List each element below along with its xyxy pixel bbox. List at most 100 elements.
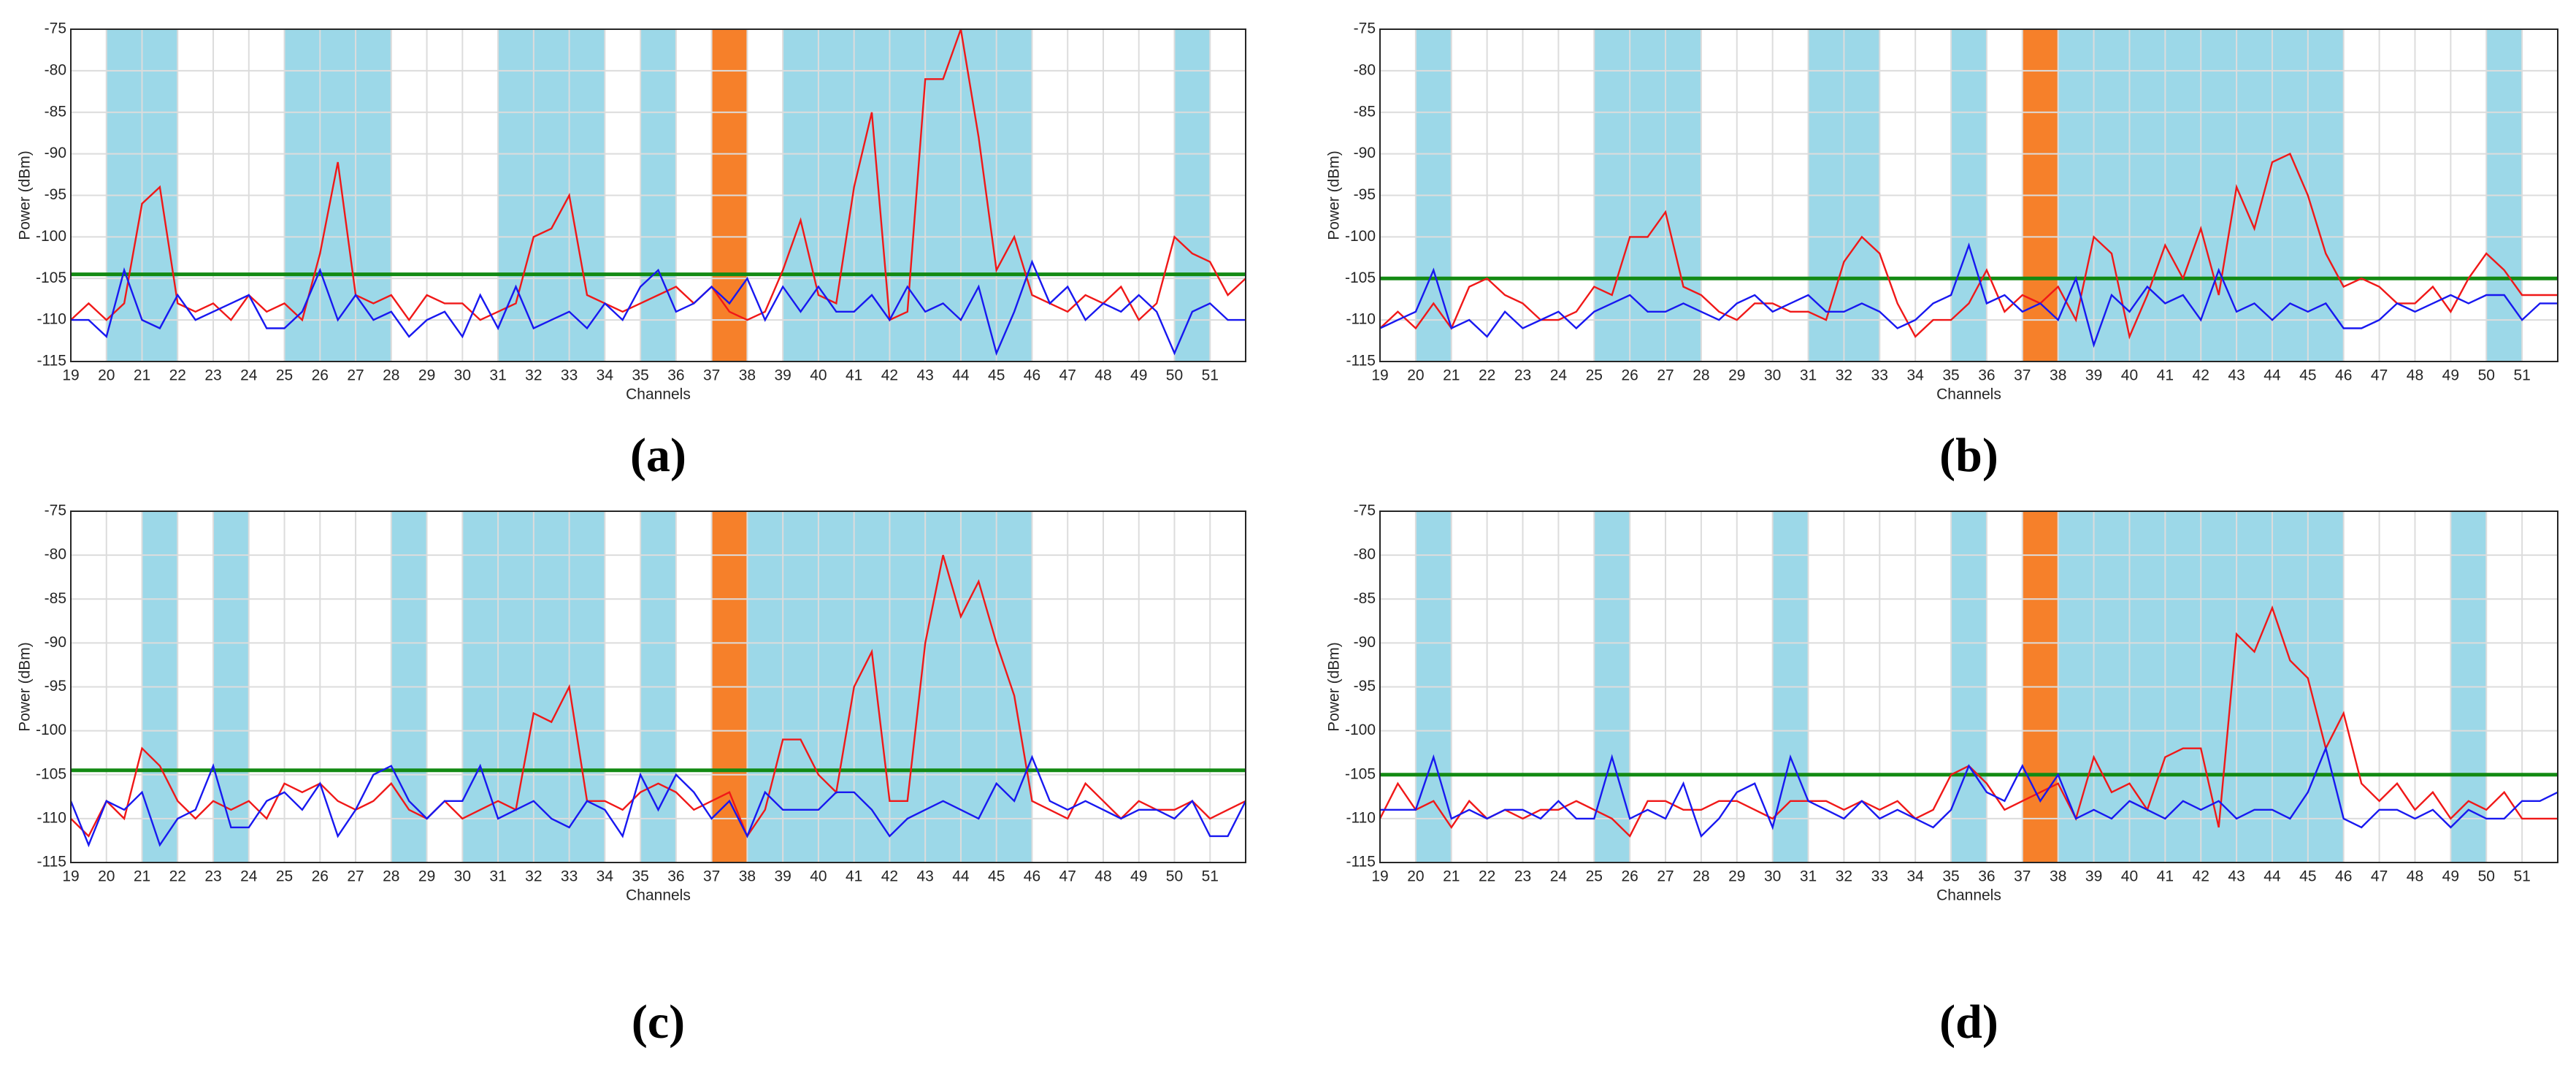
x-tick-label: 27 [347,367,364,384]
plot-frame [70,28,1246,362]
x-tick-label: 46 [1024,367,1040,384]
x-tick-label: 49 [2442,367,2459,384]
panel-label: (d) [1939,995,1998,1049]
x-tick-label: 45 [988,367,1005,384]
y-tick-label: -115 [1346,854,1376,871]
x-tick-label: 22 [169,367,186,384]
x-tick-label: 24 [1550,367,1568,384]
x-tick-label: 44 [2263,367,2281,384]
x-tick-label: 42 [2193,868,2209,885]
panel-label: (a) [630,429,686,482]
chart: 19 20 21 22 23 24 25 26 27 28 29 30 31 32 33 34 35 36 37 38… [1326,502,2558,1049]
x-tick-label: 39 [774,868,791,885]
x-tick-label: 19 [62,868,79,885]
x-tick-label: 34 [1907,367,1925,384]
x-tick-label: 19 [62,367,79,384]
x-tick-label: 40 [2121,868,2138,885]
y-tick-label: -105 [1345,269,1376,286]
x-tick-label: 19 [1371,367,1388,384]
x-tick-label: 47 [2371,367,2388,384]
x-tick-label: 30 [1764,868,1781,885]
y-tick-label: -110 [1346,311,1376,328]
x-tick-label: 35 [632,868,648,885]
x-tick-label: 49 [2442,868,2459,885]
x-tick-label: 40 [810,367,827,384]
y-tick-label: -95 [1354,186,1376,203]
x-tick-label: 32 [525,868,542,885]
series-line [1379,152,2558,340]
x-tick-label: 42 [881,367,898,384]
x-tick-label: 42 [2193,367,2209,384]
x-tick-label: 37 [2014,367,2031,384]
x-tick-label: 39 [2085,868,2102,885]
x-tick-label: 48 [1095,367,1111,384]
y-tick-label: -115 [1346,353,1376,370]
y-axis-label: Power (dBm) [17,642,34,732]
x-tick-label: 51 [1202,367,1219,384]
y-tick-label: -95 [45,186,66,203]
y-tick-label: -90 [1354,145,1376,161]
x-tick-label: 30 [454,367,471,384]
x-tick-label: 43 [2228,367,2245,384]
x-tick-label: 41 [2157,367,2174,384]
x-axis-label: Channels [626,887,691,904]
x-tick-label: 45 [988,868,1005,885]
x-tick-label: 39 [2085,367,2102,384]
y-tick-label: -85 [1354,590,1376,607]
x-tick-label: 51 [2513,868,2530,885]
x-tick-label: 47 [1059,868,1076,885]
x-tick-label: 42 [881,868,898,885]
x-tick-label: 48 [1095,868,1111,885]
x-tick-label: 22 [169,868,186,885]
x-tick-label: 26 [312,868,329,885]
y-tick-label: -85 [45,590,66,607]
y-tick-label: -100 [36,228,66,245]
x-tick-label: 45 [2299,868,2316,885]
series-line [1380,745,2558,838]
x-axis-label: Channels [1936,386,2001,403]
x-tick-label: 20 [1407,868,1424,885]
x-tick-label: 48 [2407,367,2423,384]
x-tick-label: 38 [2050,367,2066,384]
series-line [71,259,1246,356]
x-tick-label: 23 [204,367,221,384]
x-tick-label: 41 [2157,868,2174,885]
x-tick-label: 47 [1059,367,1076,384]
y-tick-label: -75 [45,502,66,519]
y-tick-label: -80 [45,546,66,563]
x-tick-label: 41 [846,367,862,384]
y-tick-label: -105 [36,765,66,782]
x-tick-label: 25 [1586,868,1603,885]
x-tick-label: 35 [632,367,648,384]
x-tick-label: 50 [2478,367,2495,384]
x-tick-label: 49 [1130,367,1147,384]
x-tick-label: 32 [1836,367,1852,384]
x-tick-label: 31 [1800,367,1817,384]
panel-label: (b) [1939,429,1998,482]
y-tick-label: -80 [1354,546,1376,563]
x-tick-label: 47 [2371,868,2388,885]
x-tick-label: 43 [917,868,934,885]
x-tick-label: 44 [952,367,970,384]
y-axis-label: Power (dBm) [17,150,34,240]
x-tick-label: 23 [1514,868,1531,885]
x-tick-label: 21 [1443,367,1460,384]
x-tick-label: 27 [347,868,364,885]
x-tick-label: 46 [2335,868,2352,885]
y-tick-label: -90 [1354,634,1376,651]
series-line [1379,242,2558,348]
x-tick-label: 28 [1693,868,1709,885]
x-tick-label: 37 [2014,868,2031,885]
x-tick-label: 50 [1166,367,1183,384]
x-tick-label: 31 [489,367,506,384]
y-tick-label: -115 [37,854,66,871]
chart: 19 20 21 22 23 24 25 26 27 28 29 30 31 32 33 34 35 36 37 38… [1326,20,2558,482]
x-tick-label: 36 [1978,868,1995,885]
y-tick-label: -80 [1354,61,1376,78]
x-tick-label: 50 [1166,868,1183,885]
x-tick-label: 35 [1942,868,1959,885]
x-tick-label: 34 [1907,868,1925,885]
x-tick-label: 49 [1130,868,1147,885]
x-tick-label: 33 [1871,868,1888,885]
